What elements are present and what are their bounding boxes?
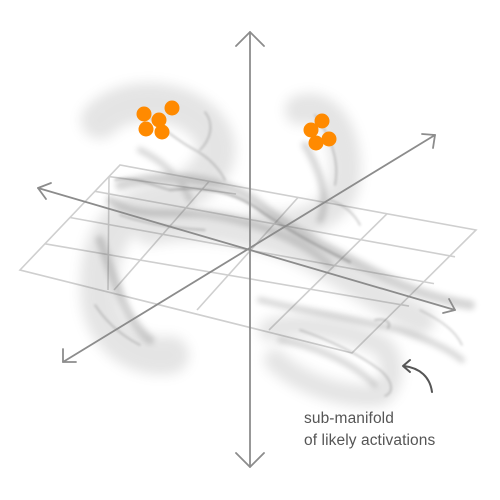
- axis-arrowhead-icon: [235, 31, 265, 47]
- annotation-line-1: sub-manifold: [304, 410, 394, 427]
- activation-point: [138, 121, 154, 137]
- activation-manifold: [80, 82, 475, 407]
- curved-arrow-icon: [402, 359, 433, 393]
- activation-cluster-left: [136, 100, 180, 140]
- annotation-label: sub-manifold of likely activations: [304, 408, 494, 452]
- activation-point: [314, 113, 330, 129]
- annotation-line-2: of likely activations: [304, 432, 436, 449]
- activation-cluster-right: [303, 113, 337, 151]
- activation-point: [136, 106, 152, 122]
- axes: [37, 31, 456, 468]
- activation-point: [321, 131, 337, 147]
- activation-point: [303, 122, 319, 138]
- axis-arrowhead-icon: [442, 298, 456, 314]
- grid-outline: [18, 164, 478, 354]
- axis-arrowhead-icon: [62, 348, 77, 363]
- depth-axis: [62, 134, 436, 363]
- axis-arrowhead-icon: [37, 182, 52, 200]
- axis-arrowhead-icon: [235, 452, 265, 468]
- activation-point: [151, 112, 167, 128]
- axis-arrowhead-icon: [421, 133, 436, 149]
- activation-point: [154, 124, 170, 140]
- activation-point: [308, 135, 324, 151]
- activation-point: [164, 100, 180, 116]
